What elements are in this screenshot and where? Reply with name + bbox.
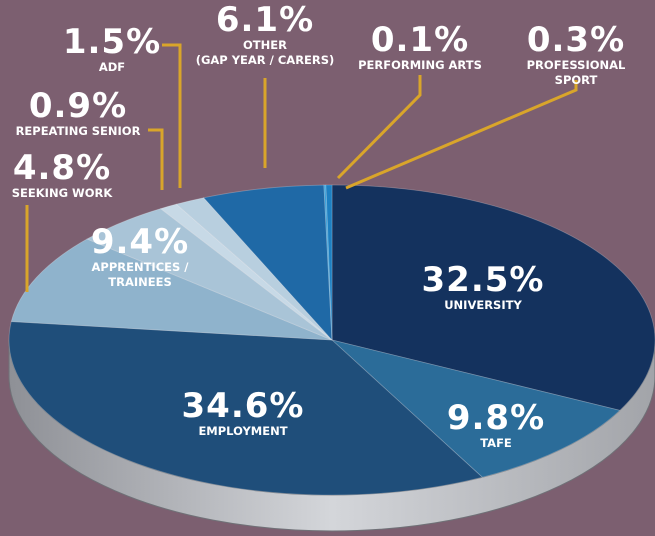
value-label: 0.3%	[527, 22, 626, 58]
category-label: TAFE	[447, 436, 545, 451]
category-label: REPEATING SENIOR	[16, 124, 141, 139]
data-label: 0.1%PERFORMING ARTS	[358, 22, 482, 73]
data-label: 1.5%ADF	[63, 24, 161, 75]
data-label: 0.9%REPEATING SENIOR	[16, 88, 141, 139]
category-label: APPRENTICES / TRAINEES	[91, 260, 189, 290]
leader-line	[148, 130, 162, 190]
category-label: EMPLOYMENT	[182, 424, 305, 439]
value-label: 9.8%	[447, 400, 545, 436]
data-label: 34.6%EMPLOYMENT	[182, 388, 305, 439]
category-label: OTHER (GAP YEAR / CARERS)	[196, 38, 335, 68]
category-label: ADF	[63, 60, 161, 75]
value-label: 1.5%	[63, 24, 161, 60]
value-label: 9.4%	[91, 224, 189, 260]
leader-line	[162, 45, 180, 188]
value-label: 32.5%	[422, 262, 545, 298]
data-label: 9.8%TAFE	[447, 400, 545, 451]
value-label: 4.8%	[12, 150, 112, 186]
category-label: SEEKING WORK	[12, 186, 112, 201]
data-label: 9.4%APPRENTICES / TRAINEES	[91, 224, 189, 290]
value-label: 34.6%	[182, 388, 305, 424]
value-label: 0.9%	[16, 88, 141, 124]
data-label: 32.5%UNIVERSITY	[422, 262, 545, 313]
data-label: 6.1%OTHER (GAP YEAR / CARERS)	[196, 2, 335, 68]
data-label: 0.3%PROFESSIONAL SPORT	[527, 22, 626, 88]
value-label: 0.1%	[358, 22, 482, 58]
data-label: 4.8%SEEKING WORK	[12, 150, 112, 201]
category-label: PROFESSIONAL SPORT	[527, 58, 626, 88]
category-label: PERFORMING ARTS	[358, 58, 482, 73]
value-label: 6.1%	[196, 2, 335, 38]
category-label: UNIVERSITY	[422, 298, 545, 313]
page: 32.5%UNIVERSITY 9.8%TAFE 34.6%EMPLOYMENT 9.…	[0, 0, 655, 536]
